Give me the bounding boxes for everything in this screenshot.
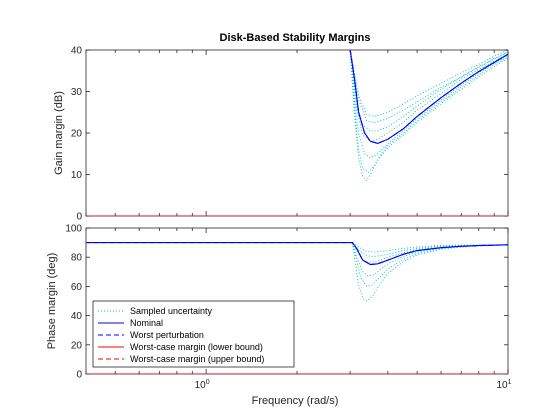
gain-margin-axes: 0 10 20 30 40 [71,46,509,223]
gain-y-tick-label: 10 [71,170,83,181]
legend-label: Worst perturbation [130,330,204,340]
phase-y-tick-label: 100 [65,224,82,235]
phase-y-tick-label: 20 [71,340,83,351]
legend-label: Nominal [130,318,163,328]
gain-y-tick-label: 0 [76,212,82,223]
legend: Sampled uncertainty Nominal Worst perturba… [92,300,295,368]
legend-box [92,300,295,368]
chart-title: Disk-Based Stability Margins [220,32,371,44]
gain-sampled-curve [349,50,508,117]
phase-y-tick-label: 40 [71,311,83,322]
phase-worst-perturbation-line [86,242,508,266]
gain-y-tick-label: 40 [71,46,83,57]
gain-y-axis-label: Gain margin (dB) [53,91,65,175]
gain-sampled-curve [349,50,508,124]
gain-sampled-curve [349,50,508,182]
gain-y-tick-label: 20 [71,129,83,140]
x-tick-label: 101 [496,379,511,391]
gain-sampled-curve [349,50,508,173]
phase-y-tick-label: 60 [71,282,83,293]
phase-y-tick-label: 0 [76,370,82,381]
gain-axes-box [85,49,509,217]
legend-label: Worst-case margin (lower bound) [130,342,263,352]
x-tick-label: 100 [195,379,210,391]
legend-label: Worst-case margin (upper bound) [130,354,264,364]
phase-y-axis-label: Phase margin (deg) [46,253,58,350]
gain-y-tick-label: 30 [71,87,83,98]
gain-worst-perturbation-line [349,50,508,144]
legend-label: Sampled uncertainty [130,306,213,316]
gain-sampled-curve [349,50,508,159]
phase-y-tick-label: 80 [71,253,83,264]
x-axis-label: Frequency (rad/s) [252,395,339,407]
